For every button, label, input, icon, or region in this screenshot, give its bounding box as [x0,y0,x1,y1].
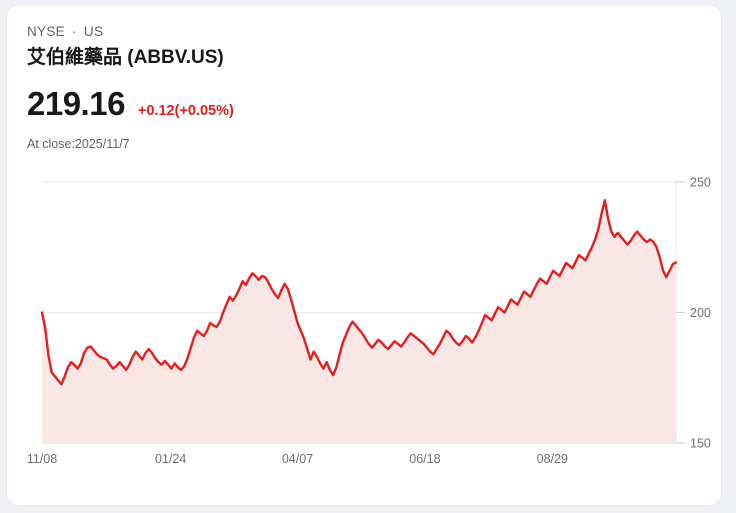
y-axis-label: 200 [690,306,711,320]
y-axis-labels: 250 200 150 [690,176,711,451]
stock-quote-card: NYSE · US 艾伯維藥品 (ABBV.US) 219.16 +0.12(+… [6,4,722,506]
price-area-fill [42,200,676,443]
x-axis-label: 11/08 [27,452,57,466]
separator-dot: · [72,24,77,39]
quote-header: NYSE · US 艾伯維藥品 (ABBV.US) 219.16 +0.12(+… [27,23,627,151]
chart-gridlines [42,180,677,444]
exchange-region-line: NYSE · US [27,23,627,41]
x-axis-label: 08/29 [537,452,568,466]
exchange-label: NYSE [27,24,65,39]
region-label: US [83,24,104,39]
price-row: 219.16 +0.12(+0.05%) [27,85,627,123]
page-title: 艾伯維藥品 (ABBV.US) [27,47,224,68]
x-axis-label: 06/18 [409,452,440,466]
x-axis-label: 01/24 [155,452,186,466]
price-line [40,199,678,386]
price-change: +0.12(+0.05%) [137,103,234,119]
x-axis-label: 04/07 [282,452,313,466]
y-axis-label: 150 [690,437,711,451]
chart-tickmarks [676,181,685,444]
market-status: At close:2025/11/7 [27,137,130,151]
y-axis-label: 250 [690,176,711,190]
x-axis-labels: 11/08 01/24 04/07 06/18 08/29 [27,452,568,466]
last-price: 219.16 [27,85,125,122]
